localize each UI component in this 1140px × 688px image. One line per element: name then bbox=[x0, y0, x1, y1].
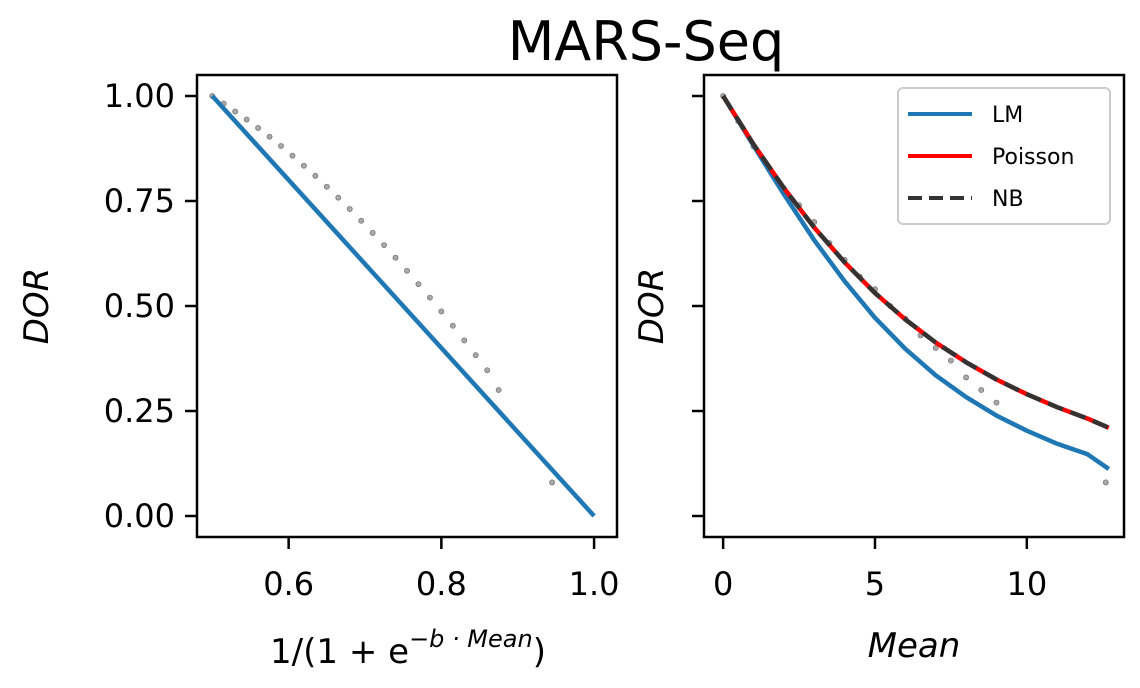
left-observed-point bbox=[289, 152, 296, 159]
left-axes-frame bbox=[195, 73, 619, 539]
left-observed-point bbox=[484, 367, 491, 374]
right-x-tick-label: 5 bbox=[865, 565, 885, 603]
left-observed-point bbox=[427, 294, 433, 301]
left-x-tick-label: 0.8 bbox=[416, 565, 467, 603]
left-observed-point bbox=[266, 133, 273, 140]
left-y-tick-label: 0.75 bbox=[104, 182, 175, 220]
left-observed-point bbox=[278, 143, 284, 149]
left-observed-point bbox=[323, 183, 330, 190]
legend-box bbox=[897, 87, 1111, 225]
legend-label-poisson: Poisson bbox=[992, 145, 1074, 170]
legend-label-lm: LM bbox=[992, 103, 1023, 128]
left-x-label-superscript: −b · Mean bbox=[409, 625, 533, 653]
legend: LM Poisson NB bbox=[897, 87, 1111, 225]
right-observed-point bbox=[1102, 479, 1109, 486]
right-plot-panel: 0 5 10 DOR Mean LM Poisson NB bbox=[632, 73, 1126, 666]
right-y-axis-label: DOR bbox=[632, 268, 672, 345]
left-observed-point bbox=[312, 172, 319, 179]
left-observed-point bbox=[449, 322, 456, 329]
left-observed-point bbox=[415, 281, 422, 288]
right-x-tick-label: 0 bbox=[713, 565, 733, 603]
left-x-label-end: ) bbox=[533, 632, 546, 672]
left-observed-point bbox=[243, 116, 250, 123]
right-observed-point bbox=[993, 399, 1000, 406]
left-x-label-main: 1/(1 + e bbox=[270, 632, 409, 672]
right-observed-point bbox=[947, 357, 954, 364]
left-observed-point bbox=[472, 352, 479, 359]
right-observed-point bbox=[978, 387, 985, 393]
left-observed-point bbox=[301, 162, 307, 169]
right-series-line-nb bbox=[721, 94, 1110, 430]
left-observed-point bbox=[255, 125, 261, 131]
left-x-tick-label: 1.0 bbox=[569, 565, 620, 603]
right-x-axis-label: Mean bbox=[868, 626, 961, 666]
left-observed-point bbox=[549, 479, 555, 486]
legend-label-nb: NB bbox=[992, 187, 1024, 212]
left-observed-point bbox=[232, 108, 239, 115]
left-x-tick-label: 0.6 bbox=[263, 565, 314, 603]
left-observed-point bbox=[438, 308, 445, 315]
left-y-tick-label: 1.00 bbox=[104, 77, 175, 115]
left-observed-point bbox=[461, 337, 468, 344]
left-y-axis-label: DOR bbox=[17, 268, 57, 345]
left-y-tick-label: 0.00 bbox=[104, 497, 175, 535]
left-plot-panel: 0.6 0.8 1.0 0.00 0.25 0.50 0.75 1.00 DOR 1/(1 … bbox=[17, 73, 620, 672]
right-x-tick-label: 10 bbox=[1006, 565, 1047, 603]
left-x-ticks: 0.6 0.8 1.0 bbox=[263, 537, 620, 603]
left-observed-point bbox=[346, 206, 353, 212]
right-x-ticks: 0 5 10 bbox=[713, 537, 1047, 603]
right-observed-point bbox=[963, 374, 969, 381]
right-series-line-lm bbox=[721, 94, 1111, 471]
left-data-layer bbox=[209, 93, 596, 518]
left-y-ticks: 0.00 0.25 0.50 0.75 1.00 bbox=[104, 77, 197, 535]
figure-title: MARS-Seq bbox=[508, 10, 785, 73]
right-y-ticks bbox=[692, 94, 704, 518]
left-y-tick-label: 0.50 bbox=[104, 287, 175, 325]
left-observed-point bbox=[381, 242, 387, 248]
right-data-layer bbox=[720, 93, 1111, 486]
left-observed-point bbox=[404, 267, 410, 274]
left-y-tick-label: 0.25 bbox=[104, 392, 175, 430]
left-observed-point bbox=[358, 217, 365, 224]
left-observed-point bbox=[392, 254, 399, 261]
left-observed-point bbox=[495, 387, 502, 393]
left-observed-point bbox=[369, 230, 376, 236]
left-observed-point bbox=[335, 194, 342, 201]
left-x-axis-label: 1/(1 + e−b · Mean) bbox=[270, 625, 546, 672]
left-series-line-lm bbox=[210, 94, 596, 518]
right-observed-point bbox=[932, 345, 939, 351]
